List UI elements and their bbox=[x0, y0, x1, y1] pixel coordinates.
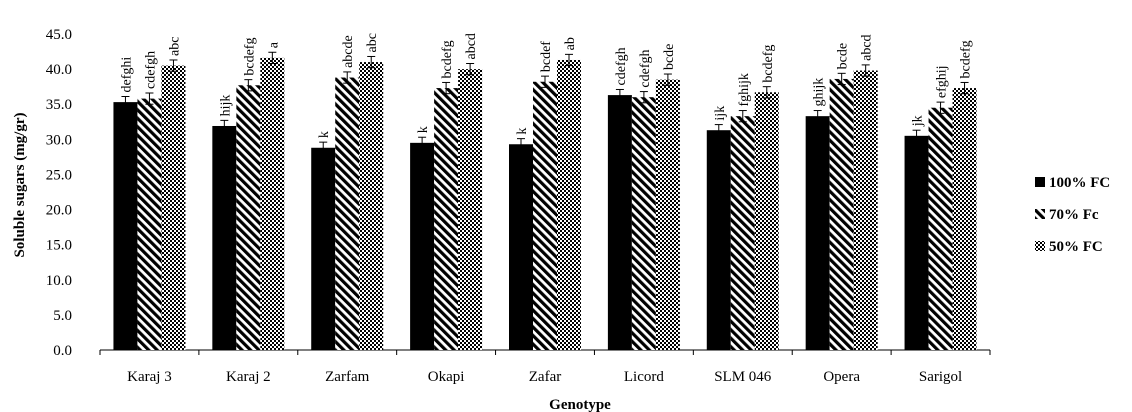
legend-label: 100% FC bbox=[1049, 175, 1110, 191]
bar bbox=[607, 95, 632, 351]
x-category-label: Zafar bbox=[529, 369, 561, 385]
significance-letter: k bbox=[515, 128, 530, 135]
legend-swatch bbox=[1035, 209, 1045, 219]
bar bbox=[260, 57, 285, 351]
significance-letter: abc bbox=[167, 37, 182, 56]
legend: 100% FC 70% Fc 50% FC bbox=[1035, 175, 1110, 255]
bar bbox=[434, 88, 459, 351]
y-tick-label: 20.0 bbox=[46, 203, 72, 219]
bar bbox=[236, 85, 261, 351]
significance-letter: hijk bbox=[218, 95, 233, 117]
significance-letter: abcde bbox=[341, 35, 356, 68]
x-category-label: Karaj 2 bbox=[226, 369, 271, 385]
bar bbox=[311, 147, 336, 350]
significance-letter: k bbox=[317, 131, 332, 138]
significance-letter: efghij bbox=[935, 65, 950, 98]
x-category-label: Zarfam bbox=[325, 369, 369, 385]
y-tick-label: 30.0 bbox=[46, 132, 72, 148]
bar bbox=[161, 65, 186, 350]
legend-swatch bbox=[1035, 177, 1045, 187]
bar bbox=[952, 88, 977, 351]
significance-letter: ijk bbox=[713, 106, 728, 121]
bars bbox=[113, 51, 977, 351]
bar bbox=[829, 78, 854, 350]
bar bbox=[631, 97, 656, 350]
significance-letter: abcd bbox=[464, 33, 479, 59]
significance-letter: fghijk bbox=[737, 73, 752, 106]
significance-letter: a bbox=[266, 41, 281, 48]
y-tick-label: 40.0 bbox=[46, 62, 72, 78]
x-category-label: Opera bbox=[823, 369, 860, 385]
legend-swatch bbox=[1035, 241, 1045, 251]
significance-letter: ghijk bbox=[812, 78, 827, 107]
significance-letter: bcdefg bbox=[242, 38, 257, 76]
legend-label: 70% Fc bbox=[1049, 207, 1099, 223]
x-category-label: SLM 046 bbox=[714, 369, 772, 385]
y-axis-title: Soluble sugars (mg/gr) bbox=[12, 112, 28, 257]
legend-label: 50% FC bbox=[1049, 239, 1103, 255]
bar bbox=[557, 59, 581, 350]
significance-letter: cdefgh bbox=[614, 47, 629, 85]
bar bbox=[410, 142, 435, 350]
x-category-label: Licord bbox=[624, 369, 664, 385]
bar bbox=[730, 116, 755, 350]
y-tick-label: 45.0 bbox=[46, 27, 72, 43]
significance-letter: cdefgh bbox=[143, 51, 158, 89]
significance-letter: bcde bbox=[836, 43, 851, 69]
significance-letter: abcd bbox=[860, 34, 875, 60]
y-tick-label: 10.0 bbox=[46, 273, 72, 289]
bar bbox=[533, 81, 557, 351]
bar bbox=[805, 116, 830, 350]
bar bbox=[335, 77, 360, 350]
y-tick-label: 0.0 bbox=[53, 343, 72, 359]
bar bbox=[655, 79, 680, 351]
significance-letter: bcdefg bbox=[440, 40, 455, 78]
significance-letter: defghi bbox=[119, 57, 134, 93]
bar bbox=[212, 125, 237, 350]
significance-letter: bcde bbox=[662, 44, 677, 70]
x-axis-title: Genotype bbox=[549, 397, 611, 412]
bar bbox=[359, 62, 384, 350]
bar bbox=[904, 135, 929, 350]
y-tick-label: 25.0 bbox=[46, 167, 72, 183]
bar bbox=[137, 98, 162, 350]
significance-letter: ab bbox=[563, 37, 578, 50]
significance-letter: k bbox=[416, 126, 431, 133]
significance-letter: jk bbox=[911, 115, 926, 127]
axes: 0.0 5.0 10.0 15.0 20.0 25.0 30.0 35.0 40.0 45.0 Ka… bbox=[46, 27, 991, 385]
significance-letter: bcdefg bbox=[959, 40, 974, 78]
x-category-label: Okapi bbox=[428, 369, 465, 385]
bar bbox=[853, 70, 878, 350]
bar bbox=[706, 130, 731, 350]
bar bbox=[509, 144, 533, 350]
significance-letter: bcdef bbox=[539, 41, 554, 72]
bar bbox=[754, 92, 779, 350]
x-category-label: Karaj 3 bbox=[127, 369, 172, 385]
x-category-label: Sarigol bbox=[919, 369, 962, 385]
significance-letter: bcdefg bbox=[761, 45, 776, 83]
y-tick-label: 35.0 bbox=[46, 97, 72, 113]
bar bbox=[458, 69, 483, 350]
bar bbox=[113, 102, 138, 350]
significance-letter: cdefgh bbox=[638, 49, 653, 87]
y-tick-label: 5.0 bbox=[53, 308, 72, 324]
y-tick-label: 15.0 bbox=[46, 238, 72, 254]
bar bbox=[928, 107, 953, 350]
significance-letter: abc bbox=[365, 33, 380, 52]
